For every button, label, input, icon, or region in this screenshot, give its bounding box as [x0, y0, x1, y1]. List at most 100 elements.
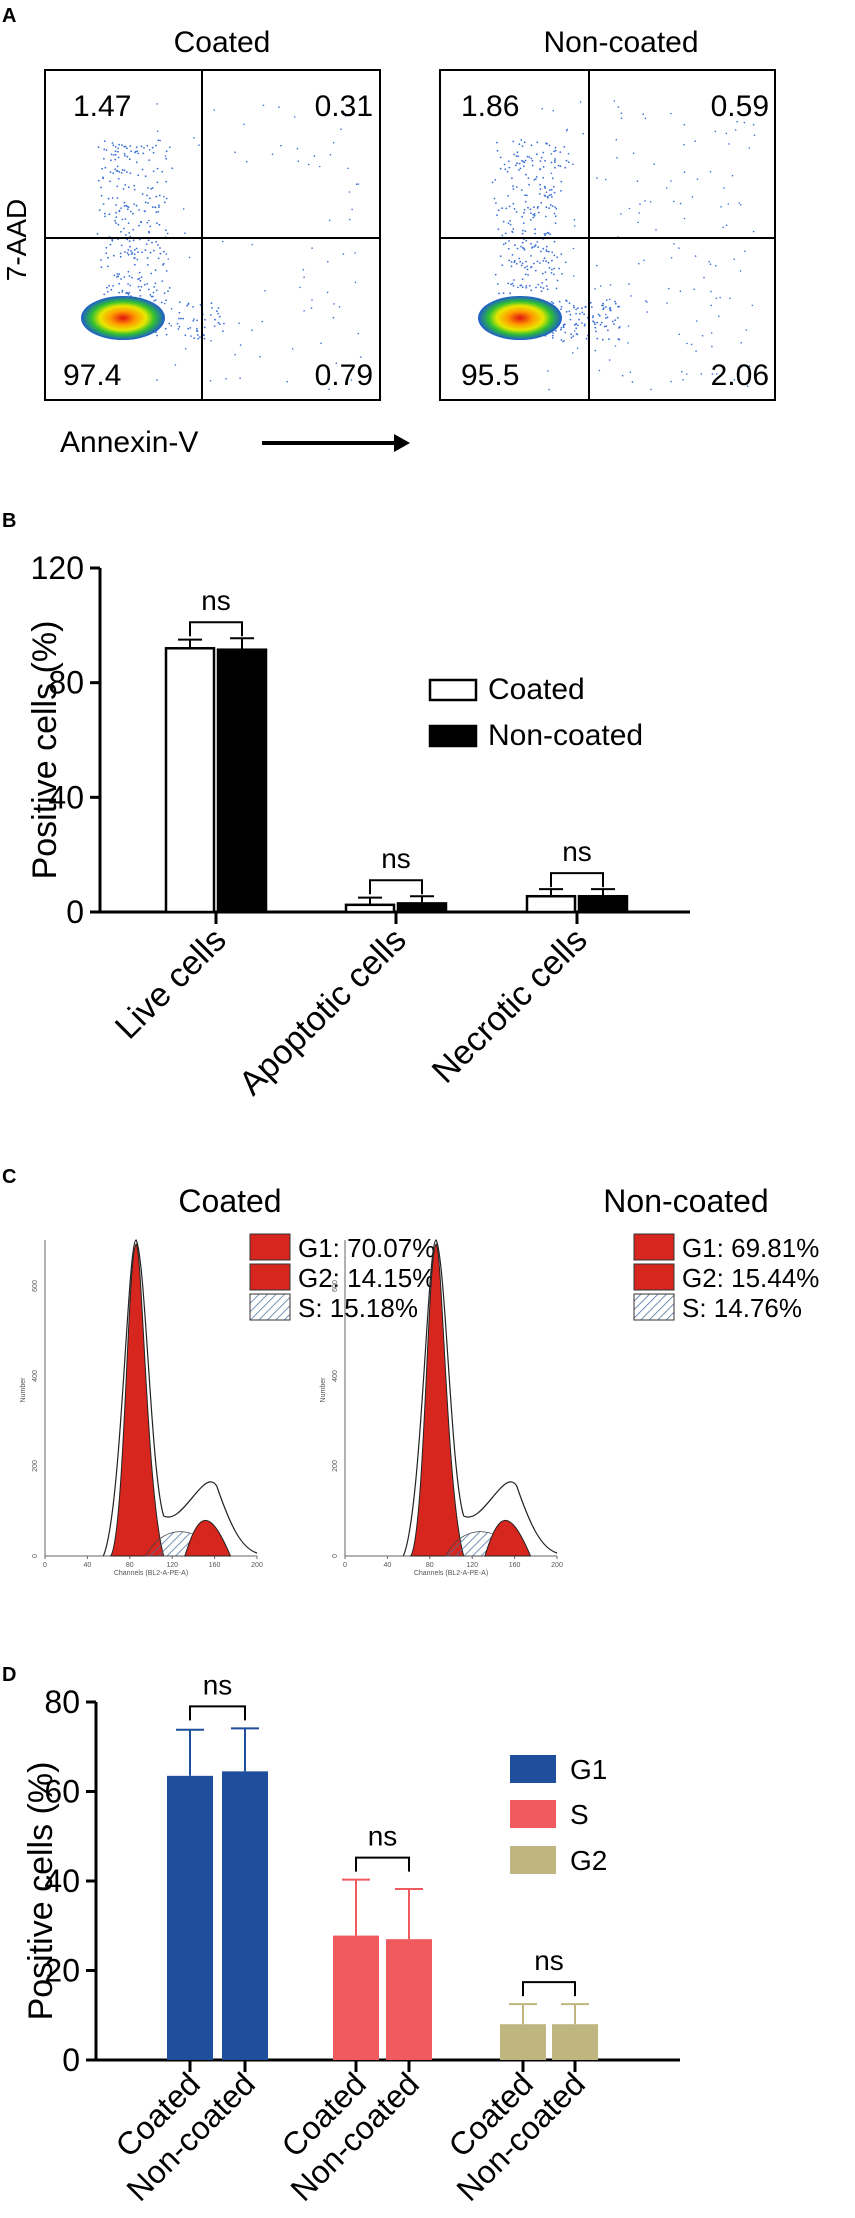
- scatter-dot: [576, 347, 579, 350]
- scatter-dot: [131, 251, 134, 254]
- scatter-dot: [326, 291, 329, 294]
- scatter-dot: [554, 161, 556, 164]
- scatter-dot: [128, 158, 131, 161]
- scatter-dot: [573, 306, 575, 309]
- scatter-dot: [601, 338, 604, 341]
- scatter-dot: [120, 172, 123, 174]
- scatter-dot: [139, 279, 142, 282]
- scatter-dot: [670, 257, 673, 259]
- scatter-dot: [681, 370, 683, 373]
- scatter-dot: [546, 288, 549, 291]
- scatter-dot: [114, 150, 117, 153]
- histogram-x-tick-label: 0: [43, 1562, 47, 1569]
- scatter-dot: [144, 175, 147, 178]
- scatter-dot: [164, 327, 167, 330]
- scatter-dot: [524, 159, 527, 162]
- scatter-dot: [575, 312, 577, 315]
- scatter-dot: [130, 250, 132, 252]
- chart-d-bar: [552, 2024, 598, 2060]
- scatter-dot: [536, 260, 539, 263]
- histogram-x-axis-label: Channels (BL2-A-PE-A): [114, 1570, 188, 1577]
- scatter-dot: [545, 142, 547, 145]
- scatter-dot: [156, 379, 158, 381]
- scatter-dot: [188, 256, 191, 259]
- scatter-dot: [607, 329, 609, 332]
- scatter-dot: [182, 317, 185, 320]
- scatter-dot: [143, 283, 146, 286]
- histogram-x-tick-label: 80: [426, 1562, 434, 1569]
- scatter-dot: [736, 120, 738, 123]
- scatter-dot: [350, 379, 353, 381]
- scatter-dot: [531, 164, 534, 167]
- scatter-dot: [642, 113, 644, 115]
- chart-b-bar: [396, 902, 448, 914]
- scatter-dot: [605, 313, 607, 316]
- scatter-dot: [710, 332, 713, 334]
- histogram-non-coated-title: Non-coated: [603, 1183, 768, 1219]
- scatter-dot: [581, 307, 583, 310]
- scatter-dot: [540, 201, 543, 204]
- scatter-dot: [683, 143, 685, 146]
- scatter-dot: [148, 159, 151, 162]
- scatter-dot: [291, 348, 294, 350]
- scatter-dot: [152, 291, 155, 294]
- chart-b-significance-bracket: [189, 621, 243, 637]
- scatter-dot: [122, 188, 125, 190]
- scatter-dot: [146, 264, 149, 266]
- scatter-dot: [703, 276, 705, 279]
- scatter-dot: [111, 197, 114, 199]
- scatter-dot: [114, 145, 117, 148]
- chart-d-legend-label: G1: [570, 1754, 607, 1785]
- scatter-dot: [509, 292, 511, 295]
- chart-d-significance-bracket: [355, 1856, 410, 1872]
- scatter-dot: [508, 166, 511, 169]
- scatter-dot: [519, 167, 522, 170]
- scatter-dot: [555, 329, 557, 332]
- legend-g2-text: G2: 15.44%: [682, 1263, 819, 1293]
- scatter-dot: [517, 286, 519, 289]
- scatter-dot: [558, 300, 561, 303]
- scatter-dot: [545, 260, 547, 263]
- scatter-dot: [137, 285, 140, 288]
- scatter-dot: [108, 284, 111, 287]
- scatter-dot: [311, 299, 313, 301]
- scatter-dot: [133, 184, 136, 187]
- legend-g1-swatch: [633, 1233, 675, 1261]
- scatter-dot: [114, 168, 117, 171]
- scatter-dot: [104, 166, 107, 169]
- scatter-dot: [553, 273, 555, 276]
- scatter-dot: [165, 270, 168, 272]
- scatter-dot: [297, 160, 300, 162]
- scatter-dot: [752, 123, 755, 126]
- scatter-dot: [604, 306, 607, 308]
- scatter-dot: [126, 208, 129, 211]
- scatter-dot: [572, 163, 574, 165]
- chart-d-legend-swatch: [510, 1800, 556, 1828]
- scatter-dot: [572, 305, 575, 307]
- scatter-dot: [177, 328, 180, 330]
- scatter-dot: [547, 261, 550, 264]
- scatter-dot: [530, 144, 533, 147]
- scatter-dot: [708, 260, 710, 263]
- scatter-dot: [533, 262, 535, 265]
- scatter-dot: [149, 294, 152, 296]
- scatter-dot: [525, 285, 528, 287]
- scatter-dot: [189, 327, 192, 329]
- scatter-dot: [526, 155, 529, 158]
- scatter-dot: [551, 205, 554, 208]
- scatter-dot: [515, 262, 518, 265]
- scatter-dot: [545, 285, 548, 287]
- scatter-dot: [165, 333, 168, 336]
- scatter-dot: [512, 202, 515, 205]
- scatter-dot: [197, 337, 200, 340]
- scatter-dot: [123, 153, 126, 155]
- scatter-dot: [105, 149, 108, 151]
- scatter-dot: [629, 371, 632, 374]
- histogram-y-tick-label: 600: [32, 1280, 39, 1292]
- chart-b-bar: [344, 903, 396, 914]
- scatter-dot: [504, 168, 507, 171]
- scatter-dot: [154, 206, 157, 209]
- scatter-dot: [524, 266, 526, 269]
- scatter-dot: [111, 142, 114, 144]
- scatter-dot: [550, 193, 552, 196]
